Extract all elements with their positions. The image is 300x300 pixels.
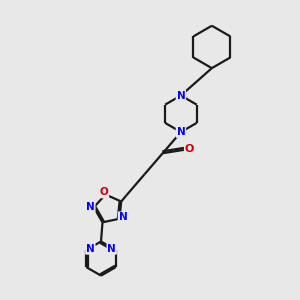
- Text: N: N: [107, 244, 116, 254]
- Text: O: O: [100, 188, 108, 197]
- Text: N: N: [118, 212, 127, 222]
- Text: N: N: [176, 91, 185, 100]
- Text: O: O: [185, 144, 194, 154]
- Text: N: N: [86, 244, 95, 254]
- Text: N: N: [176, 127, 185, 137]
- Text: N: N: [86, 202, 95, 212]
